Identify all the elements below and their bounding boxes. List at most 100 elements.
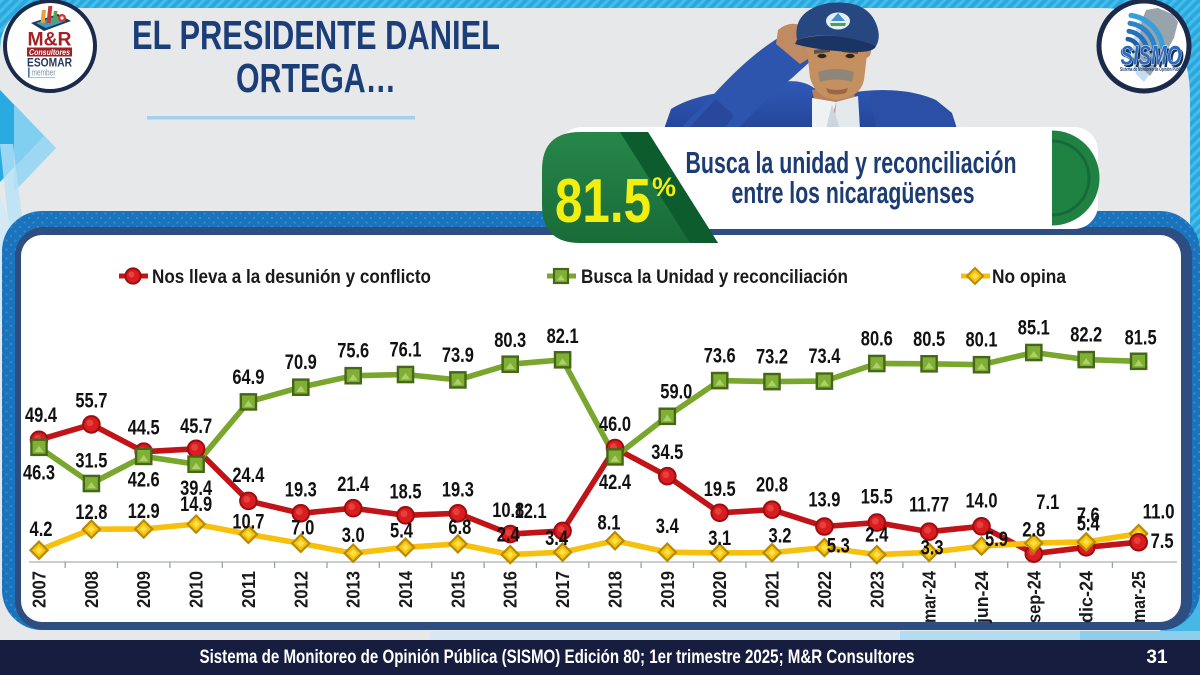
svg-text:2020: 2020	[710, 571, 730, 608]
svg-text:46.3: 46.3	[23, 461, 55, 484]
svg-text:39.4: 39.4	[180, 477, 212, 500]
svg-text:Busca la unidad y reconciliaci: Busca la unidad y reconciliación	[686, 145, 1017, 180]
svg-text:6.8: 6.8	[448, 516, 471, 539]
svg-text:Sistema de Monitoreo de Opinió: Sistema de Monitoreo de Opinión Pública	[1120, 67, 1184, 73]
svg-text:45.7: 45.7	[180, 415, 212, 438]
svg-text:2009: 2009	[134, 571, 154, 608]
svg-text:EL PRESIDENTE DANIEL: EL PRESIDENTE DANIEL	[132, 12, 500, 58]
svg-text:Busca la Unidad y reconciliaci: Busca la Unidad y reconciliación	[581, 267, 848, 288]
svg-text:80.1: 80.1	[966, 329, 998, 352]
svg-text:80.6: 80.6	[861, 328, 893, 351]
svg-text:2013: 2013	[344, 571, 364, 608]
svg-text:64.9: 64.9	[232, 366, 264, 389]
svg-text:No opina: No opina	[992, 267, 1066, 288]
svg-text:2011: 2011	[239, 571, 259, 608]
svg-text:12.1: 12.1	[515, 500, 547, 523]
svg-text:2.4: 2.4	[497, 524, 520, 547]
svg-text:3.2: 3.2	[769, 525, 792, 548]
svg-text:75.6: 75.6	[337, 340, 369, 363]
svg-text:18.5: 18.5	[390, 480, 422, 503]
svg-text:5.3: 5.3	[827, 535, 850, 558]
svg-text:19.3: 19.3	[285, 478, 317, 501]
svg-text:ESOMAR: ESOMAR	[27, 56, 72, 70]
svg-text:5.4: 5.4	[1077, 512, 1100, 535]
svg-text:21.4: 21.4	[337, 473, 369, 496]
svg-text:Sistema de Monitoreo de Opinió: Sistema de Monitoreo de Opinión Pública …	[200, 647, 915, 668]
svg-text:member: member	[32, 68, 56, 79]
svg-text:55.7: 55.7	[75, 389, 107, 412]
svg-text:14.0: 14.0	[966, 489, 998, 512]
svg-text:2019: 2019	[658, 571, 678, 608]
svg-text:2022: 2022	[815, 571, 835, 608]
svg-text:11.77: 11.77	[909, 494, 949, 517]
svg-text:Nos lleva a la desunión y conf: Nos lleva a la desunión y conflicto	[152, 267, 431, 288]
svg-text:42.6: 42.6	[128, 468, 160, 491]
svg-text:sep-24: sep-24	[1024, 571, 1044, 623]
svg-text:2.8: 2.8	[1022, 519, 1045, 542]
svg-text:85.1: 85.1	[1018, 317, 1050, 340]
svg-text:15.5: 15.5	[861, 486, 893, 509]
svg-text:2.4: 2.4	[865, 524, 888, 547]
svg-text:49.4: 49.4	[25, 404, 57, 427]
svg-text:73.9: 73.9	[442, 344, 474, 367]
svg-text:2008: 2008	[82, 571, 102, 608]
svg-text:73.6: 73.6	[704, 345, 736, 368]
svg-text:SISMO: SISMO	[1121, 41, 1182, 71]
svg-text:jun-24: jun-24	[972, 571, 992, 624]
svg-text:2012: 2012	[291, 571, 311, 608]
svg-text:4.2: 4.2	[30, 518, 53, 541]
svg-text:10.8: 10.8	[492, 499, 524, 522]
svg-text:20.8: 20.8	[756, 474, 788, 497]
svg-text:12.8: 12.8	[75, 501, 107, 524]
svg-text:34.5: 34.5	[651, 441, 683, 464]
svg-text:2016: 2016	[501, 571, 521, 608]
svg-text:Consultores: Consultores	[29, 47, 70, 57]
svg-text:12.9: 12.9	[128, 500, 160, 523]
svg-text:7.5: 7.5	[1151, 530, 1174, 553]
svg-text:10.7: 10.7	[232, 510, 264, 533]
svg-text:76.1: 76.1	[390, 339, 422, 362]
svg-text:14.9: 14.9	[180, 493, 212, 516]
svg-text:19.5: 19.5	[704, 478, 736, 501]
svg-text:dic-24: dic-24	[1077, 571, 1097, 623]
svg-text:81.5: 81.5	[555, 167, 651, 236]
svg-text:M&R: M&R	[28, 30, 72, 51]
svg-text:%: %	[652, 172, 676, 202]
svg-text:entre los nicaragüenses: entre los nicaragüenses	[732, 175, 975, 210]
svg-text:31.5: 31.5	[75, 450, 107, 473]
svg-text:19.3: 19.3	[442, 478, 474, 501]
svg-text:24.4: 24.4	[232, 464, 264, 487]
svg-text:46.0: 46.0	[599, 413, 631, 436]
svg-text:2007: 2007	[30, 571, 50, 608]
svg-text:81.5: 81.5	[1125, 326, 1157, 349]
svg-text:44.5: 44.5	[128, 417, 160, 440]
svg-text:2023: 2023	[867, 571, 887, 608]
svg-text:7.0: 7.0	[291, 516, 314, 539]
svg-text:7.1: 7.1	[1036, 491, 1059, 514]
svg-text:3.3: 3.3	[921, 536, 944, 559]
svg-text:mar-24: mar-24	[920, 571, 940, 623]
svg-text:70.9: 70.9	[285, 351, 317, 374]
svg-text:11.0: 11.0	[1143, 501, 1175, 524]
svg-text:2010: 2010	[187, 571, 207, 608]
svg-text:80.5: 80.5	[913, 328, 945, 351]
svg-text:59.0: 59.0	[660, 380, 692, 403]
svg-text:73.4: 73.4	[808, 345, 840, 368]
svg-text:8.1: 8.1	[598, 512, 621, 535]
svg-text:42.4: 42.4	[599, 471, 631, 494]
svg-text:5.9: 5.9	[985, 528, 1008, 551]
svg-text:2018: 2018	[606, 571, 626, 608]
svg-text:82.2: 82.2	[1070, 324, 1102, 347]
svg-text:5.4: 5.4	[390, 519, 413, 542]
svg-text:3.1: 3.1	[708, 527, 731, 550]
svg-text:80.3: 80.3	[494, 329, 526, 352]
svg-text:mar-25: mar-25	[1129, 571, 1149, 623]
svg-text:7.6: 7.6	[1077, 504, 1100, 527]
svg-text:13.9: 13.9	[808, 489, 840, 512]
svg-text:2014: 2014	[396, 571, 416, 608]
svg-text:2021: 2021	[763, 571, 783, 608]
svg-text:3.0: 3.0	[342, 524, 365, 547]
svg-text:SISMO: SISMO	[1123, 43, 1184, 73]
svg-text:3.4: 3.4	[656, 515, 679, 538]
svg-text:3.4: 3.4	[545, 527, 568, 550]
